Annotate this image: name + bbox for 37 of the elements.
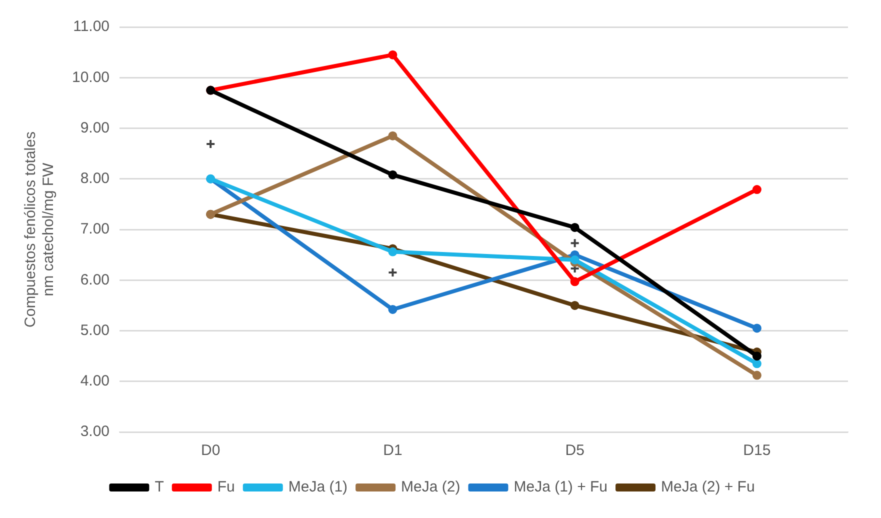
point: [752, 185, 762, 194]
point: [206, 138, 216, 149]
point: [752, 324, 762, 333]
point: [752, 370, 762, 380]
point: [570, 277, 580, 286]
point: [570, 238, 580, 248]
point: [570, 222, 580, 232]
y-tick-label: 3.00: [80, 423, 110, 440]
legend-label: MeJa (1) + Fu: [514, 478, 608, 496]
x-tick-label: D0: [201, 442, 220, 460]
point: [570, 300, 580, 310]
point: [388, 170, 398, 180]
point: [388, 304, 398, 314]
point: [388, 268, 398, 278]
y-tick-label: 7.00: [80, 220, 110, 238]
y-tick-label: 8.00: [80, 170, 110, 188]
y-axis-title: Compuestos fenólicos totales nm catechol/mg FW: [22, 132, 58, 328]
y-tick-label: 9.00: [80, 119, 110, 136]
point: [752, 359, 762, 368]
point: [570, 255, 580, 264]
point: [752, 352, 762, 361]
x-tick-label: D15: [743, 442, 771, 460]
y-tick-label: 6.00: [80, 271, 110, 288]
point: [388, 131, 398, 140]
y-tick-label: 11.00: [73, 18, 110, 36]
x-tick-label: D5: [565, 442, 584, 460]
legend-label: MeJa (2): [401, 478, 460, 496]
legend-label: MeJa (1): [288, 478, 348, 496]
point: [388, 247, 398, 256]
y-tick-label: 10.00: [72, 68, 110, 86]
x-tick-label: D1: [383, 442, 402, 460]
point: [388, 50, 398, 60]
legend-label: MeJa (2) + Fu: [661, 478, 755, 496]
legend-label: T: [154, 478, 164, 496]
y-tick-label: 4.00: [80, 372, 110, 390]
legend-label: Fu: [217, 478, 235, 496]
y-tick-label: 5.00: [80, 322, 110, 339]
